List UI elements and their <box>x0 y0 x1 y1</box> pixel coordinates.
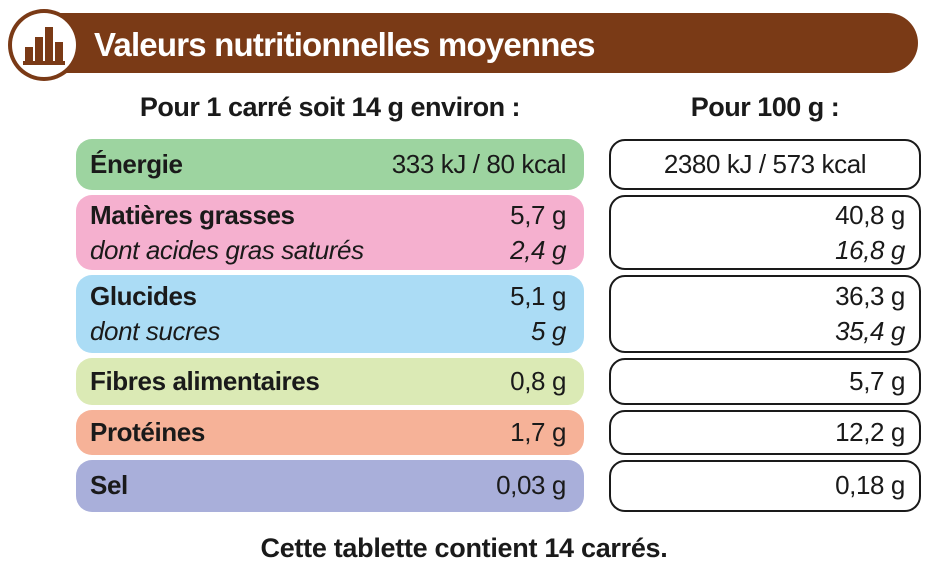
footer-note: Cette tablette contient 14 carrés. <box>260 533 668 563</box>
sucres-label: dont sucres <box>90 316 221 346</box>
column-header-per-portion: Pour 1 carré soit 14 g environ : <box>139 92 521 122</box>
column-header-per-100g: Pour 100 g : <box>690 92 840 122</box>
logo-background <box>12 13 76 77</box>
energie-per100-value: 2380 kJ / 573 kcal <box>663 149 867 179</box>
proteines-label: Protéines <box>90 417 205 447</box>
proteines-per100-box: 12,2 g <box>609 410 921 455</box>
row-sel: Sel 0,03 g <box>76 460 584 512</box>
row-glucides: Glucides 5,1 g dont sucres 5 g <box>76 275 584 353</box>
nutrition-header: Valeurs nutritionnelles moyennes <box>8 9 918 81</box>
bar-chart-icon <box>23 27 65 65</box>
sel-portion-value: 0,03 g <box>496 470 566 500</box>
row-matieres-grasses: Matières grasses 5,7 g dont acides gras … <box>76 195 584 270</box>
row-fibres: Fibres alimentaires 0,8 g <box>76 358 584 405</box>
glucides-label: Glucides <box>90 281 197 311</box>
matieres-grasses-per100-box: 40,8 g 16,8 g <box>609 195 921 270</box>
fibres-per100-value: 5,7 g <box>849 366 905 396</box>
proteines-per100-value: 12,2 g <box>835 417 905 447</box>
glucides-portion-value: 5,1 g <box>510 281 566 311</box>
glucides-per100-value: 36,3 g <box>835 281 905 311</box>
sel-label: Sel <box>90 470 128 500</box>
header-title: Valeurs nutritionnelles moyennes <box>94 26 596 63</box>
acides-gras-satures-per100-value: 16,8 g <box>835 235 905 265</box>
energie-portion-value: 333 kJ / 80 kcal <box>391 149 567 179</box>
header-logo <box>8 9 80 81</box>
energie-per100-box: 2380 kJ / 573 kcal <box>609 139 921 190</box>
matieres-grasses-label: Matières grasses <box>90 200 295 230</box>
sel-per100-value: 0,18 g <box>835 470 905 500</box>
proteines-portion-value: 1,7 g <box>510 417 566 447</box>
fibres-portion-value: 0,8 g <box>510 366 566 396</box>
fibres-label: Fibres alimentaires <box>90 366 320 396</box>
acides-gras-satures-label: dont acides gras saturés <box>90 235 364 265</box>
fibres-per100-box: 5,7 g <box>609 358 921 405</box>
matieres-grasses-portion-value: 5,7 g <box>510 200 566 230</box>
acides-gras-satures-portion-value: 2,4 g <box>510 235 566 265</box>
glucides-per100-box: 36,3 g 35,4 g <box>609 275 921 353</box>
header-bar <box>38 13 918 73</box>
matieres-grasses-per100-value: 40,8 g <box>835 200 905 230</box>
sucres-portion-value: 5 g <box>531 316 566 346</box>
sel-per100-box: 0,18 g <box>609 460 921 512</box>
energie-label: Énergie <box>90 149 183 179</box>
row-proteines: Protéines 1,7 g <box>76 410 584 455</box>
row-energie: Énergie 333 kJ / 80 kcal <box>76 139 584 190</box>
sucres-per100-value: 35,4 g <box>835 316 905 346</box>
